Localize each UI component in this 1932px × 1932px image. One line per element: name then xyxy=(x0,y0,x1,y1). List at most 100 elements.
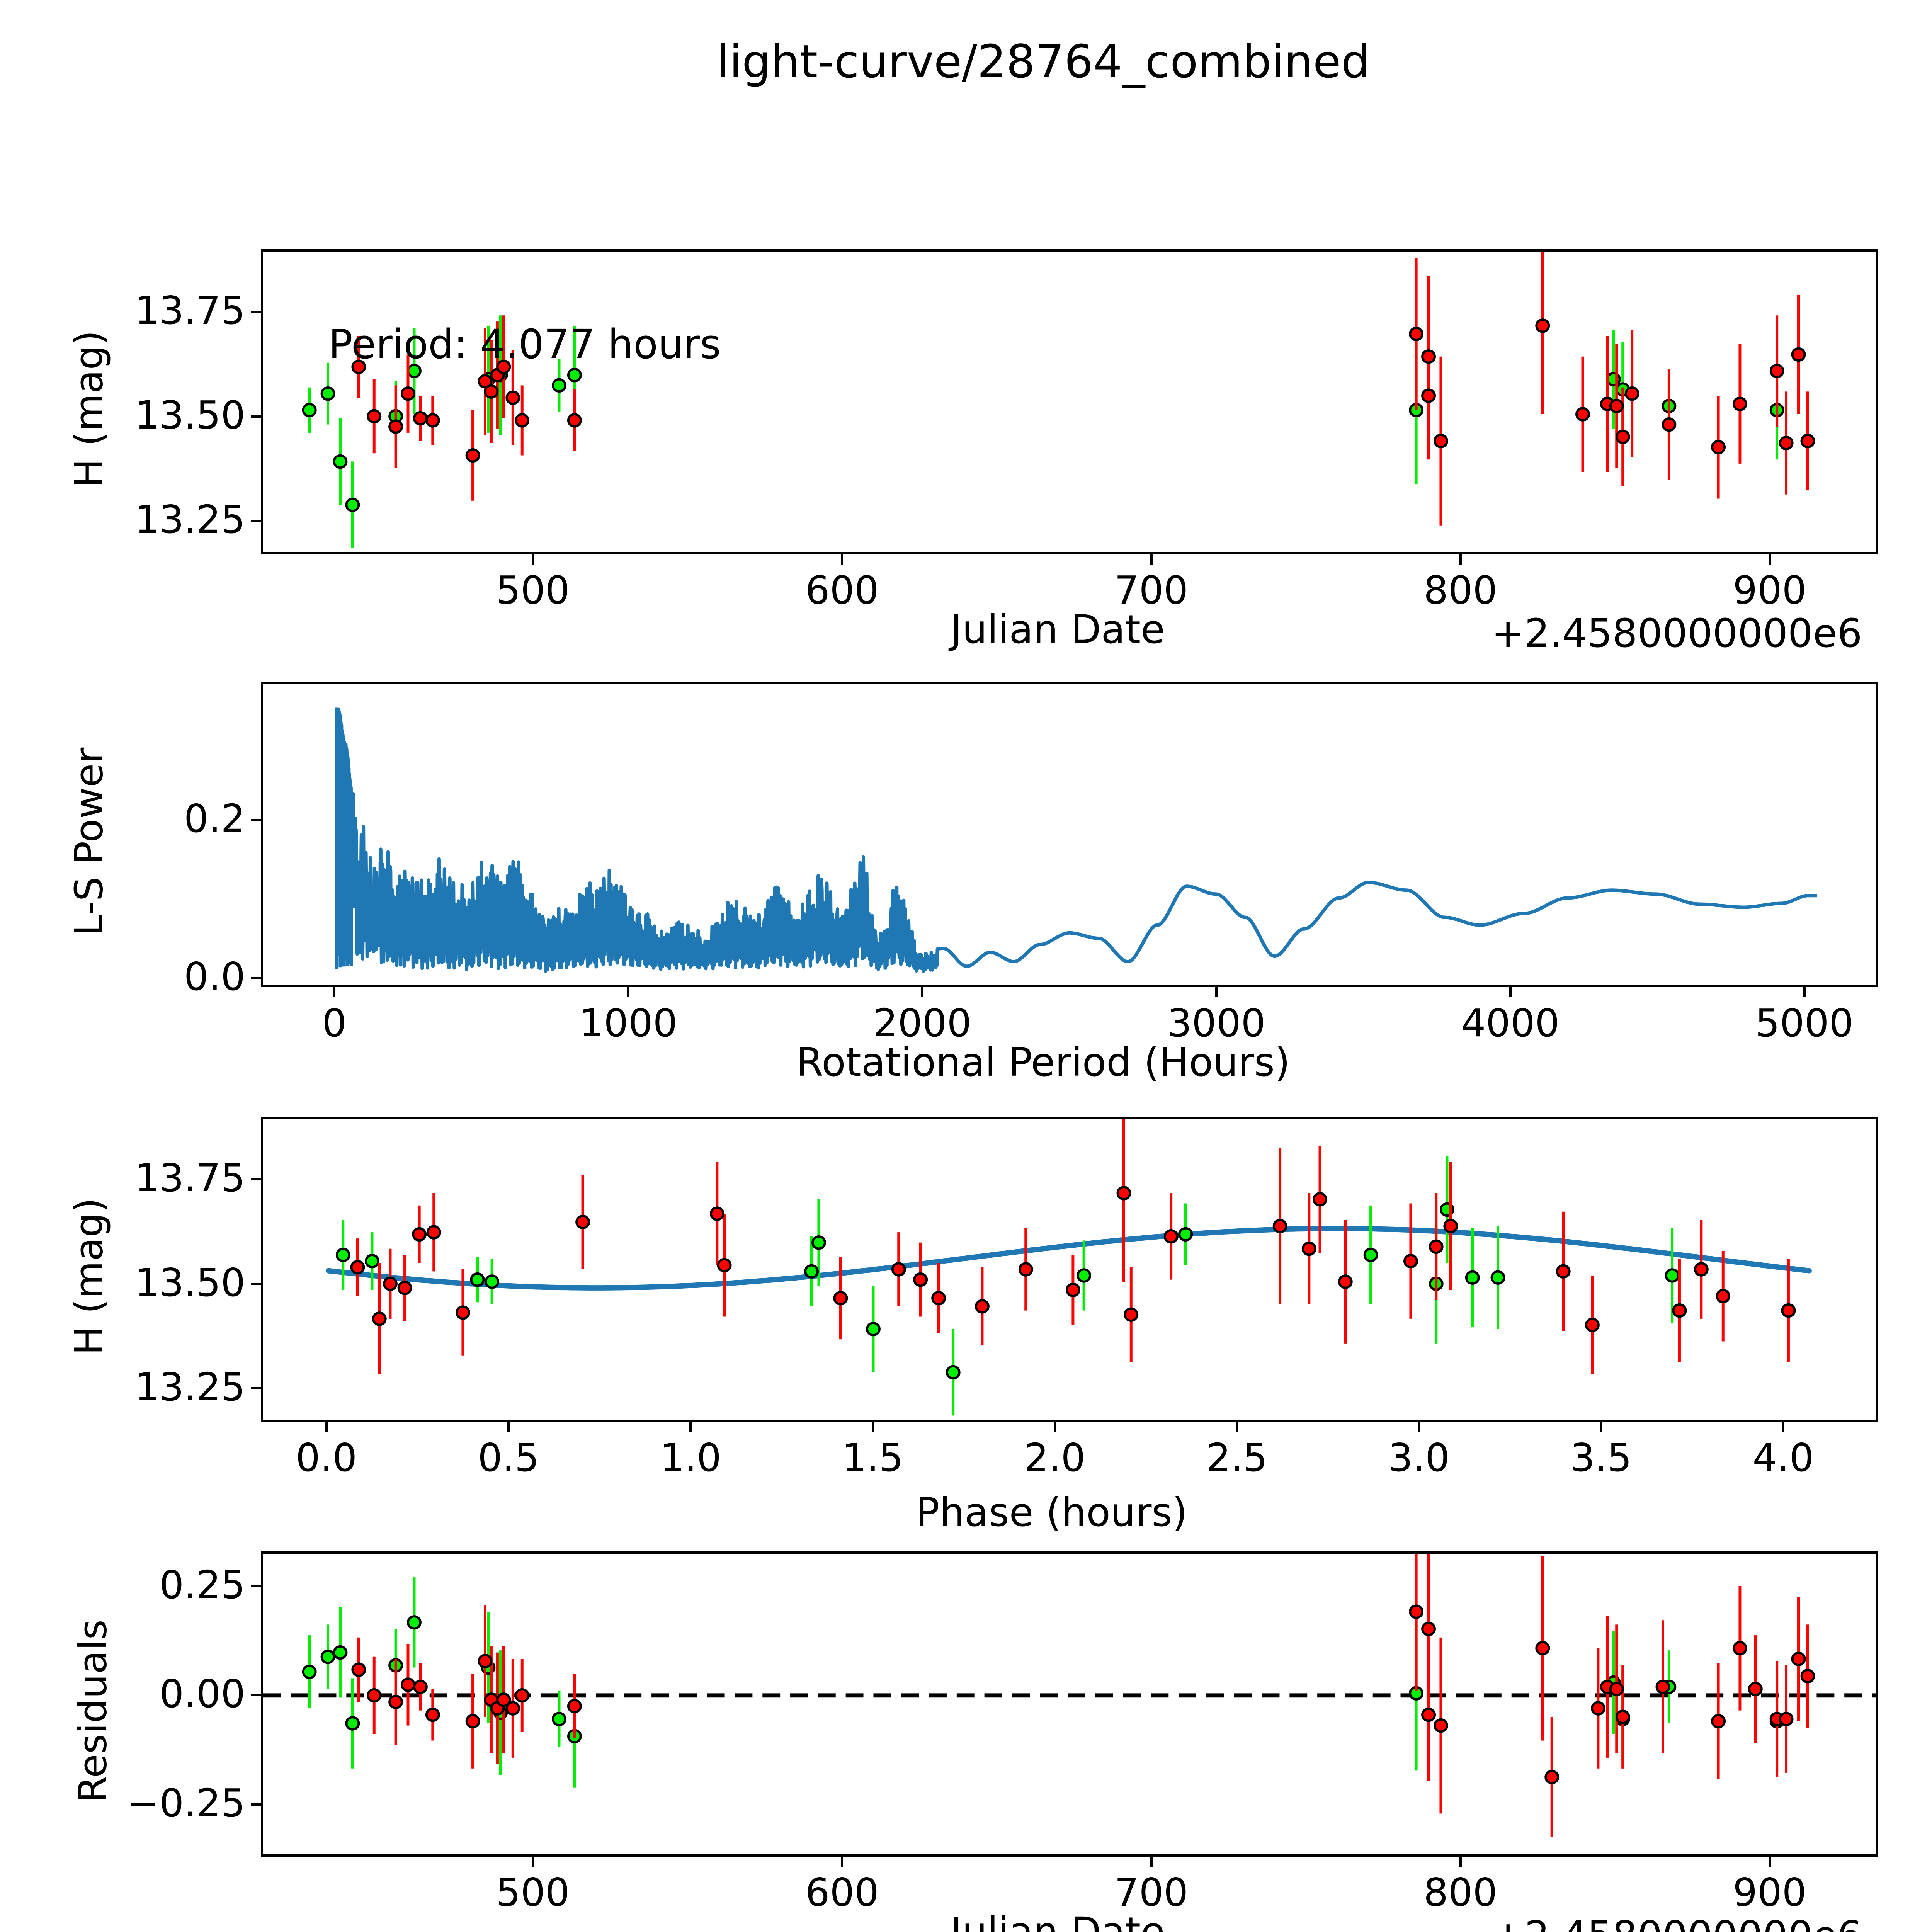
data-point-marker xyxy=(913,1272,928,1287)
x-tick-mark xyxy=(841,1857,844,1867)
axis-label-phase-hours: Phase (hours) xyxy=(916,1490,1188,1536)
data-point-marker xyxy=(412,1227,427,1242)
data-point-marker xyxy=(1443,1219,1458,1233)
x-tick-label: 0 xyxy=(322,1000,347,1046)
data-point-marker xyxy=(975,1299,990,1314)
data-point-marker xyxy=(1732,1641,1747,1656)
y-tick-label: 0.0 xyxy=(184,954,245,999)
y-tick-mark xyxy=(251,1178,261,1181)
data-point-marker xyxy=(1779,435,1794,451)
data-point-marker xyxy=(1609,398,1624,413)
series-red-filter xyxy=(351,252,1815,526)
axis-label-rotational-period: Rotational Period (Hours) xyxy=(796,1039,1290,1085)
y-tick-mark xyxy=(251,1803,261,1806)
y-tick-label: 0.25 xyxy=(159,1562,245,1608)
y-tick-mark xyxy=(251,976,261,979)
x-tick-label: 5000 xyxy=(1755,1000,1854,1046)
data-point-marker xyxy=(413,411,428,426)
data-point-marker xyxy=(367,1688,382,1703)
axis-offset-label-panel1: +2.4580000000e6 xyxy=(1492,611,1862,656)
x-tick-label: 800 xyxy=(1423,568,1498,613)
data-point-marker xyxy=(1732,396,1747,412)
data-point-marker xyxy=(333,454,348,469)
data-point-marker xyxy=(1544,1770,1560,1784)
y-tick-label: 13.75 xyxy=(134,288,245,333)
data-point-marker xyxy=(931,1291,946,1306)
data-point-marker xyxy=(1800,1669,1815,1684)
data-point-marker xyxy=(1615,429,1630,444)
data-point-marker xyxy=(1403,1253,1418,1269)
data-point-marker xyxy=(552,1712,566,1726)
data-point-marker xyxy=(1434,434,1448,448)
x-tick-label: 900 xyxy=(1733,1870,1807,1915)
data-point-marker xyxy=(455,1305,470,1320)
data-point-marker xyxy=(465,1714,480,1729)
data-point-marker xyxy=(478,374,493,389)
data-point-marker xyxy=(1338,1274,1353,1289)
x-tick-label: 4.0 xyxy=(1752,1435,1814,1480)
data-point-marker xyxy=(383,1276,398,1291)
x-tick-label: 700 xyxy=(1114,568,1188,613)
data-point-marker xyxy=(1748,1682,1763,1696)
x-tick-label: 2.5 xyxy=(1206,1435,1268,1480)
x-tick-label: 800 xyxy=(1423,1870,1498,1915)
data-point-marker xyxy=(1624,386,1639,401)
data-point-marker xyxy=(1163,1229,1179,1244)
data-point-marker xyxy=(407,1615,422,1630)
data-point-marker xyxy=(811,1235,826,1250)
x-tick-mark xyxy=(1768,1857,1771,1867)
x-tick-label: 2.0 xyxy=(1024,1435,1086,1480)
x-tick-label: 3.5 xyxy=(1570,1435,1632,1480)
data-point-marker xyxy=(1421,388,1436,403)
residuals-plot-area xyxy=(263,1554,1876,1837)
axis-label-ls-power: L-S Power xyxy=(66,747,112,936)
y-tick-mark xyxy=(251,1387,261,1390)
x-tick-label: 500 xyxy=(496,568,570,613)
x-tick-mark xyxy=(1053,1422,1056,1432)
periodogram-peak-spike xyxy=(335,707,353,969)
data-point-marker xyxy=(388,1694,403,1709)
series-red-filter xyxy=(350,1119,1796,1374)
x-tick-mark xyxy=(325,1422,328,1432)
x-tick-label: 1.0 xyxy=(660,1435,721,1480)
data-point-marker xyxy=(1272,1219,1287,1233)
data-point-marker xyxy=(1609,1682,1624,1696)
x-tick-label: 1000 xyxy=(579,1000,678,1046)
data-point-marker xyxy=(1535,318,1550,333)
data-point-marker xyxy=(1694,1262,1709,1277)
y-tick-label: 13.25 xyxy=(134,1364,245,1410)
data-point-marker xyxy=(1409,1604,1424,1619)
y-tick-mark xyxy=(251,1282,261,1285)
data-point-marker xyxy=(1313,1192,1327,1207)
x-tick-mark xyxy=(871,1422,874,1432)
data-point-marker xyxy=(1429,1239,1444,1254)
y-tick-label: 0.2 xyxy=(184,796,245,842)
x-tick-mark xyxy=(627,987,630,997)
data-point-marker xyxy=(505,1701,520,1716)
data-point-marker xyxy=(1018,1262,1033,1277)
data-point-marker xyxy=(567,368,582,383)
data-point-marker xyxy=(1421,349,1436,364)
x-tick-label: 2000 xyxy=(873,1000,972,1046)
data-point-marker xyxy=(1672,1303,1687,1318)
data-point-marker xyxy=(1585,1318,1600,1332)
data-point-marker xyxy=(320,386,335,401)
data-point-marker xyxy=(1178,1227,1193,1242)
data-point-marker xyxy=(1781,1303,1796,1318)
x-tick-mark xyxy=(1418,1422,1420,1432)
x-tick-mark xyxy=(532,1857,534,1867)
data-point-marker xyxy=(465,448,480,463)
x-tick-mark xyxy=(333,987,336,997)
x-tick-mark xyxy=(1150,1857,1153,1867)
x-tick-label: 900 xyxy=(1733,568,1807,613)
data-point-marker xyxy=(717,1258,732,1273)
data-point-marker xyxy=(1421,1708,1436,1722)
x-tick-label: 0.5 xyxy=(478,1435,539,1480)
data-point-marker xyxy=(833,1291,848,1306)
y-tick-label: 13.50 xyxy=(134,1260,245,1305)
data-point-marker xyxy=(567,413,582,428)
axis-label-julian-date-panel4: Julian Date xyxy=(951,1909,1165,1932)
data-point-marker xyxy=(345,1716,360,1731)
data-point-marker xyxy=(478,1654,493,1668)
x-tick-mark xyxy=(689,1422,692,1432)
